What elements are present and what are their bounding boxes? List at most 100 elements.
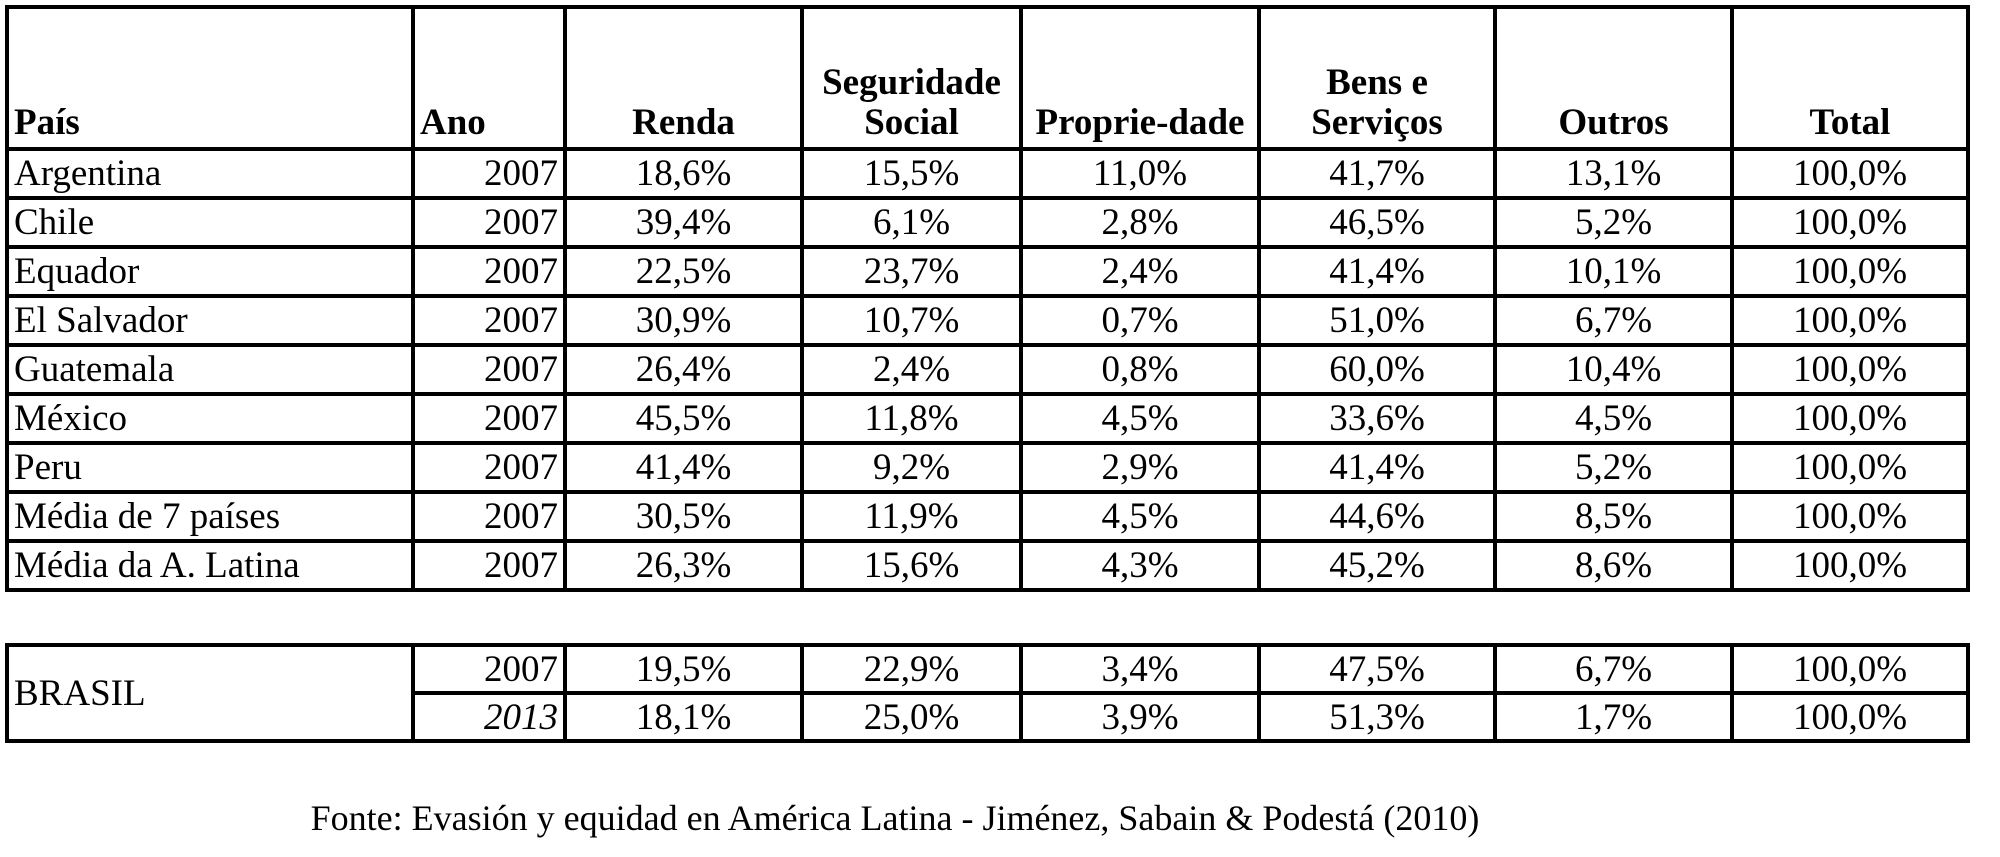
cell-pais: Guatemala: [5, 343, 415, 396]
table-row-brasil-2013: 2013 18,1% 25,0% 3,9% 51,3% 1,7% 100,0%: [7, 691, 1970, 743]
cell-ano: 2007: [411, 245, 567, 298]
table-row-mexico: México 2007 45,5% 11,8% 4,5% 33,6% 4,5% …: [5, 392, 1970, 445]
col-header-propriedade: Proprie-dade: [1019, 5, 1261, 151]
cell-total: 100,0%: [1730, 196, 1970, 249]
cell-renda: 18,1%: [563, 691, 804, 743]
tax-structure-table: País Ano Renda Seguridade Social Proprie…: [5, 5, 1970, 592]
cell-propriedade: 2,8%: [1019, 196, 1261, 249]
cell-total: 100,0%: [1730, 294, 1970, 347]
table-row-media-7-paises: Média de 7 países 2007 30,5% 11,9% 4,5% …: [5, 490, 1970, 543]
cell-ano: 2007: [411, 441, 567, 494]
cell-renda: 18,6%: [563, 147, 804, 200]
cell-bens-servicos: 47,5%: [1257, 643, 1497, 695]
cell-total: 100,0%: [1730, 441, 1970, 494]
cell-propriedade: 2,4%: [1019, 245, 1261, 298]
cell-propriedade: 2,9%: [1019, 441, 1261, 494]
cell-pais: Equador: [5, 245, 415, 298]
cell-outros: 13,1%: [1493, 147, 1734, 200]
cell-ano: 2007: [411, 643, 567, 695]
cell-seguridade: 15,6%: [800, 539, 1023, 592]
cell-ano: 2007: [411, 147, 567, 200]
cell-propriedade: 3,9%: [1019, 691, 1261, 743]
cell-seguridade: 6,1%: [800, 196, 1023, 249]
cell-seguridade: 11,8%: [800, 392, 1023, 445]
cell-renda: 22,5%: [563, 245, 804, 298]
cell-bens-servicos: 44,6%: [1257, 490, 1497, 543]
table-row-brasil-2007: BRASIL 2007 19,5% 22,9% 3,4% 47,5% 6,7% …: [5, 643, 1970, 743]
cell-renda: 26,4%: [563, 343, 804, 396]
cell-seguridade: 15,5%: [800, 147, 1023, 200]
cell-renda: 30,5%: [563, 490, 804, 543]
col-header-seguridade-social: Seguridade Social: [800, 5, 1023, 151]
cell-bens-servicos: 41,4%: [1257, 441, 1497, 494]
cell-seguridade: 22,9%: [800, 643, 1023, 695]
cell-seguridade: 10,7%: [800, 294, 1023, 347]
cell-total: 100,0%: [1730, 691, 1970, 743]
table-row-argentina: Argentina 2007 18,6% 15,5% 11,0% 41,7% 1…: [5, 147, 1970, 200]
cell-outros: 10,1%: [1493, 245, 1734, 298]
table-header-row: País Ano Renda Seguridade Social Proprie…: [5, 5, 1970, 151]
table-row-peru: Peru 2007 41,4% 9,2% 2,9% 41,4% 5,2% 100…: [5, 441, 1970, 494]
cell-renda: 45,5%: [563, 392, 804, 445]
cell-bens-servicos: 33,6%: [1257, 392, 1497, 445]
cell-bens-servicos: 60,0%: [1257, 343, 1497, 396]
cell-ano: 2013: [411, 691, 567, 743]
cell-seguridade: 23,7%: [800, 245, 1023, 298]
cell-propriedade: 3,4%: [1019, 643, 1261, 695]
cell-renda: 30,9%: [563, 294, 804, 347]
cell-total: 100,0%: [1730, 539, 1970, 592]
cell-bens-servicos: 51,3%: [1257, 691, 1497, 743]
cell-renda: 26,3%: [563, 539, 804, 592]
col-header-bens-servicos: Bens e Serviços: [1257, 5, 1497, 151]
cell-outros: 10,4%: [1493, 343, 1734, 396]
cell-ano: 2007: [411, 490, 567, 543]
cell-renda: 39,4%: [563, 196, 804, 249]
table-row-media-a-latina: Média da A. Latina 2007 26,3% 15,6% 4,3%…: [5, 539, 1970, 592]
col-header-ano: Ano: [411, 5, 567, 151]
cell-outros: 4,5%: [1493, 392, 1734, 445]
cell-propriedade: 0,8%: [1019, 343, 1261, 396]
cell-renda: 19,5%: [563, 643, 804, 695]
cell-seguridade: 9,2%: [800, 441, 1023, 494]
table-row-equador: Equador 2007 22,5% 23,7% 2,4% 41,4% 10,1…: [5, 245, 1970, 298]
cell-outros: 6,7%: [1493, 643, 1734, 695]
cell-pais: Média de 7 países: [5, 490, 415, 543]
cell-propriedade: 4,5%: [1019, 490, 1261, 543]
table-row-el-salvador: El Salvador 2007 30,9% 10,7% 0,7% 51,0% …: [5, 294, 1970, 347]
cell-outros: 6,7%: [1493, 294, 1734, 347]
cell-ano: 2007: [411, 392, 567, 445]
cell-pais: Argentina: [5, 147, 415, 200]
brasil-label: BRASIL: [5, 643, 415, 743]
cell-ano: 2007: [411, 294, 567, 347]
cell-propriedade: 4,5%: [1019, 392, 1261, 445]
cell-renda: 41,4%: [563, 441, 804, 494]
cell-pais: Chile: [5, 196, 415, 249]
cell-total: 100,0%: [1730, 245, 1970, 298]
cell-pais: Peru: [5, 441, 415, 494]
source-note: Fonte: Evasión y equidad en América Lati…: [310, 798, 1480, 838]
cell-outros: 8,6%: [1493, 539, 1734, 592]
cell-total: 100,0%: [1730, 147, 1970, 200]
cell-pais: México: [5, 392, 415, 445]
cell-ano: 2007: [411, 343, 567, 396]
cell-total: 100,0%: [1730, 643, 1970, 695]
cell-total: 100,0%: [1730, 490, 1970, 543]
table-row-guatemala: Guatemala 2007 26,4% 2,4% 0,8% 60,0% 10,…: [5, 343, 1970, 396]
cell-bens-servicos: 51,0%: [1257, 294, 1497, 347]
cell-bens-servicos: 41,7%: [1257, 147, 1497, 200]
cell-outros: 8,5%: [1493, 490, 1734, 543]
col-header-outros: Outros: [1493, 5, 1734, 151]
col-header-total: Total: [1730, 5, 1970, 151]
cell-pais: El Salvador: [5, 294, 415, 347]
cell-total: 100,0%: [1730, 343, 1970, 396]
cell-bens-servicos: 41,4%: [1257, 245, 1497, 298]
cell-seguridade: 11,9%: [800, 490, 1023, 543]
cell-propriedade: 0,7%: [1019, 294, 1261, 347]
cell-propriedade: 4,3%: [1019, 539, 1261, 592]
cell-outros: 1,7%: [1493, 691, 1734, 743]
cell-total: 100,0%: [1730, 392, 1970, 445]
col-header-pais: País: [5, 5, 415, 151]
brasil-table: BRASIL 2007 19,5% 22,9% 3,4% 47,5% 6,7% …: [5, 643, 1970, 743]
cell-pais: Média da A. Latina: [5, 539, 415, 592]
cell-bens-servicos: 45,2%: [1257, 539, 1497, 592]
